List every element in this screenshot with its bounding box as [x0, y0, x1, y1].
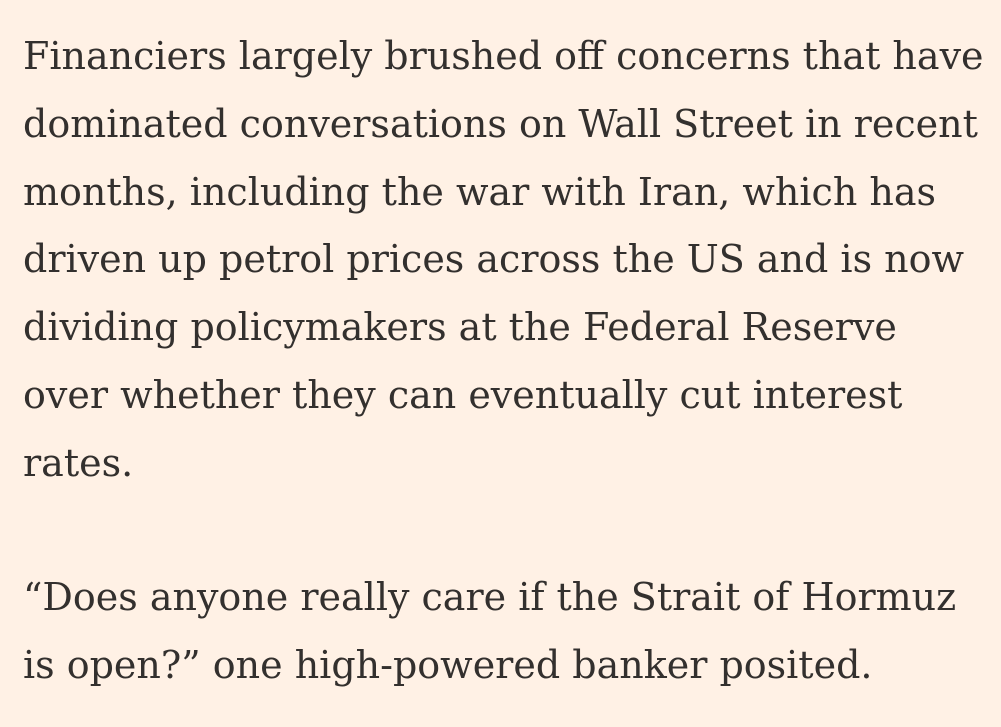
- paragraph-line: dominated conversations on Wall Street i…: [23, 101, 978, 146]
- paragraph-line: is open?” one high-powered banker posite…: [23, 642, 873, 687]
- paragraph-line: dividing policymakers at the Federal Res…: [23, 305, 897, 350]
- quote-paragraph: “Does anyone really care if the Strait o…: [23, 564, 956, 700]
- paragraph-line: months, including the war with Iran, whi…: [23, 169, 937, 214]
- paragraph-line: driven up petrol prices across the US an…: [23, 237, 965, 282]
- paragraph-line: “Does anyone really care if the Strait o…: [23, 575, 957, 619]
- paragraph-line: rates.: [23, 440, 134, 485]
- article-paragraph: Financiers largely brushed off concerns …: [23, 23, 984, 498]
- paragraph-line: Financiers largely brushed off concerns …: [23, 34, 984, 78]
- paragraph-line: over whether they can eventually cut int…: [23, 372, 903, 417]
